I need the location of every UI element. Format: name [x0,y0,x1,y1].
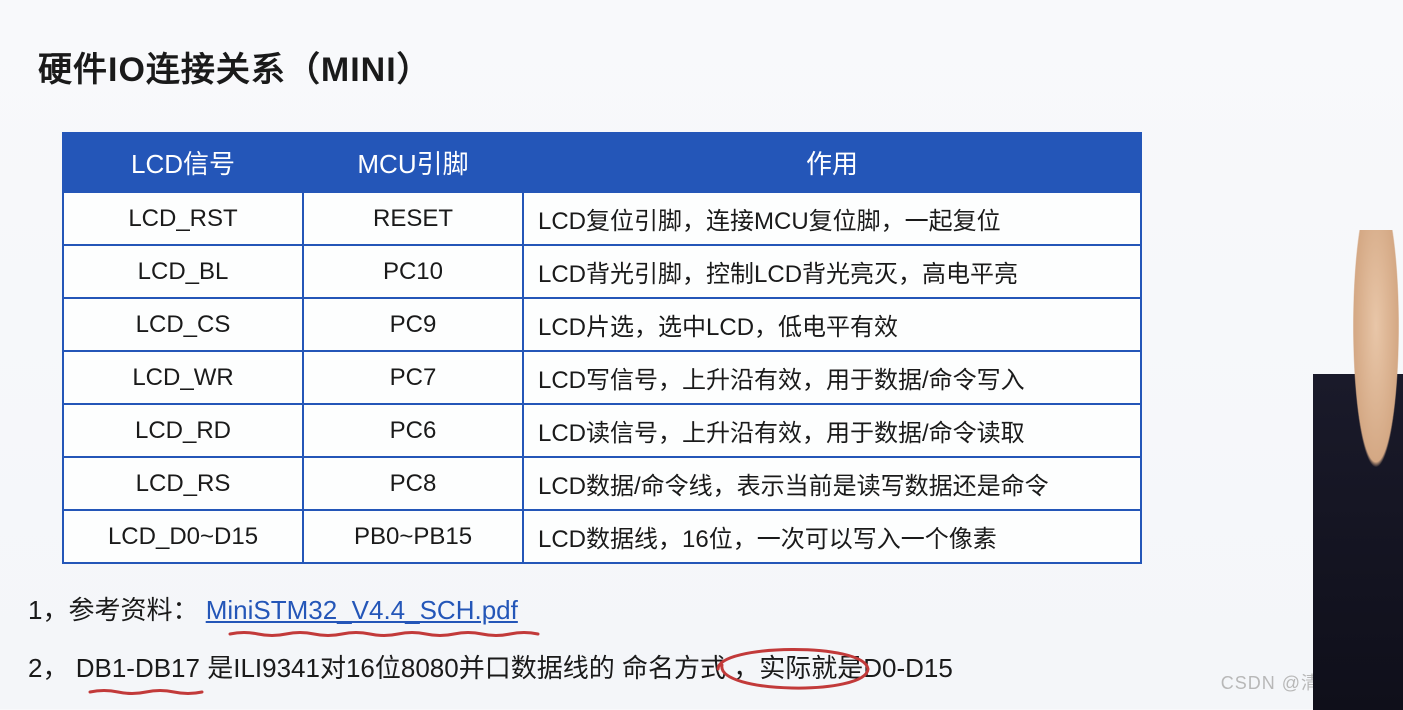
table-cell: LCD_RD [63,404,303,457]
note-2-suffix: ，实际就是D0-D15 [733,653,953,683]
table-row: LCD_RSPC8LCD数据/命令线，表示当前是读写数据还是命令 [63,457,1141,510]
slide-title: 硬件IO连接关系（MINI） [38,42,432,91]
table-row: LCD_D0~D15PB0~PB15LCD数据线，16位，一次可以写入一个像素 [63,510,1141,563]
table-cell: LCD数据/命令线，表示当前是读写数据还是命令 [523,457,1141,510]
table-cell: RESET [303,192,523,245]
table-cell: LCD_D0~D15 [63,510,303,563]
note-1-prefix: 1，参考资料： [28,595,198,625]
note-1: 1，参考资料： MiniSTM32_V4.4_SCH.pdf [28,592,518,628]
table-cell: LCD_WR [63,351,303,404]
col-header-pin: MCU引脚 [303,133,523,192]
table-cell: LCD_RST [63,192,303,245]
table-cell: PC6 [303,404,523,457]
col-header-signal: LCD信号 [63,133,303,192]
io-table: LCD信号 MCU引脚 作用 LCD_RSTRESETLCD复位引脚，连接MCU… [62,132,1142,564]
table-row: LCD_RSTRESETLCD复位引脚，连接MCU复位脚，一起复位 [63,192,1141,245]
table-cell: LCD复位引脚，连接MCU复位脚，一起复位 [523,192,1141,245]
table-cell: LCD写信号，上升沿有效，用于数据/命令写入 [523,351,1141,404]
table-row: LCD_WRPC7LCD写信号，上升沿有效，用于数据/命令写入 [63,351,1141,404]
table-cell: PC7 [303,351,523,404]
table-cell: LCD读信号，上升沿有效，用于数据/命令读取 [523,404,1141,457]
table-cell: LCD_BL [63,245,303,298]
table-row: LCD_CSPC9LCD片选，选中LCD，低电平有效 [63,298,1141,351]
note-2-mid: 是ILI9341对16位8080并口数据线的 [207,653,615,683]
note-2-db-range: DB1-DB17 [76,653,200,683]
table-cell: LCD片选，选中LCD，低电平有效 [523,298,1141,351]
table-cell: PB0~PB15 [303,510,523,563]
table-cell: LCD背光引脚，控制LCD背光亮灭，高电平亮 [523,245,1141,298]
note-1-link[interactable]: MiniSTM32_V4.4_SCH.pdf [206,595,518,625]
table-cell: LCD_RS [63,457,303,510]
table-cell: PC9 [303,298,523,351]
table-row: LCD_BLPC10LCD背光引脚，控制LCD背光亮灭，高电平亮 [63,245,1141,298]
col-header-desc: 作用 [523,133,1141,192]
note-2-circled: 命名方式 [622,653,726,683]
note-2: 2， DB1-DB17 是ILI9341对16位8080并口数据线的 命名方式 … [28,650,953,686]
table-cell: LCD数据线，16位，一次可以写入一个像素 [523,510,1141,563]
table-cell: PC8 [303,457,523,510]
table-cell: PC10 [303,245,523,298]
header-row: LCD信号 MCU引脚 作用 [63,133,1141,192]
note-2-prefix: 2， [28,653,68,683]
presenter-silhouette [1313,230,1403,710]
table-cell: LCD_CS [63,298,303,351]
table-row: LCD_RDPC6LCD读信号，上升沿有效，用于数据/命令读取 [63,404,1141,457]
